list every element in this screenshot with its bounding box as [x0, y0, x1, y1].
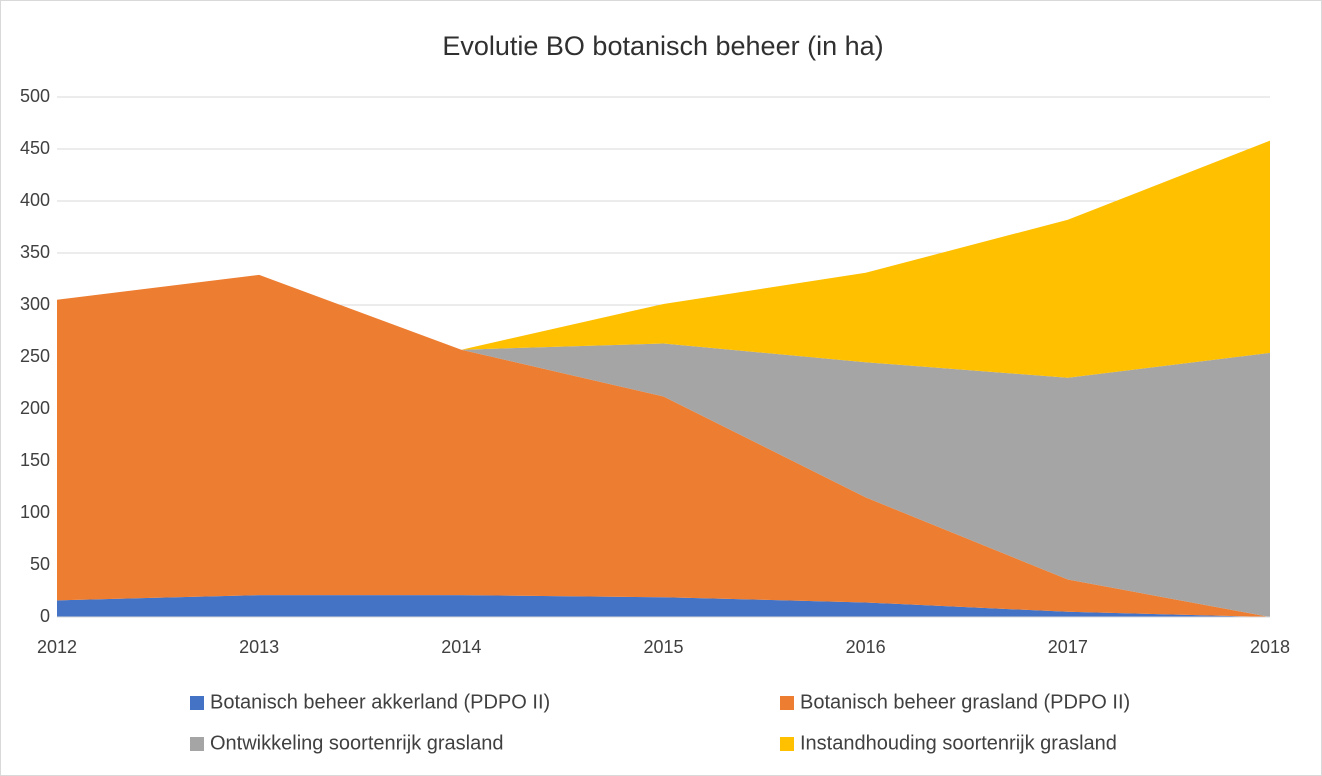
legend-label: Ontwikkeling soortenrijk grasland [210, 732, 503, 754]
y-tick-label: 200 [20, 398, 50, 418]
y-tick-label: 350 [20, 242, 50, 262]
y-tick-label: 150 [20, 450, 50, 470]
y-tick-label: 400 [20, 190, 50, 210]
y-tick-label: 450 [20, 138, 50, 158]
y-tick-label: 0 [40, 606, 50, 626]
chart-title: Evolutie BO botanisch beheer (in ha) [442, 31, 883, 61]
x-tick-label: 2015 [643, 637, 683, 657]
area [57, 274, 1270, 617]
x-tick-label: 2014 [441, 637, 481, 657]
legend-swatch [190, 696, 204, 710]
legend-swatch [190, 737, 204, 751]
x-tick-label: 2016 [846, 637, 886, 657]
legend-label: Botanisch beheer grasland (PDPO II) [800, 691, 1130, 713]
y-tick-label: 300 [20, 294, 50, 314]
area [57, 274, 1270, 617]
y-tick-label: 500 [20, 86, 50, 106]
legend-label: Instandhouding soortenrijk grasland [800, 732, 1117, 754]
y-tick-label: 50 [30, 554, 50, 574]
legend-swatch [780, 696, 794, 710]
y-tick-label: 250 [20, 346, 50, 366]
legend-swatch [780, 737, 794, 751]
x-tick-label: 2018 [1250, 637, 1290, 657]
area [57, 140, 1270, 378]
x-tick-label: 2017 [1048, 637, 1088, 657]
area [57, 595, 1270, 617]
x-tick-label: 2012 [37, 637, 77, 657]
legend-label: Botanisch beheer akkerland (PDPO II) [210, 691, 550, 713]
x-tick-label: 2013 [239, 637, 279, 657]
y-tick-label: 100 [20, 502, 50, 522]
